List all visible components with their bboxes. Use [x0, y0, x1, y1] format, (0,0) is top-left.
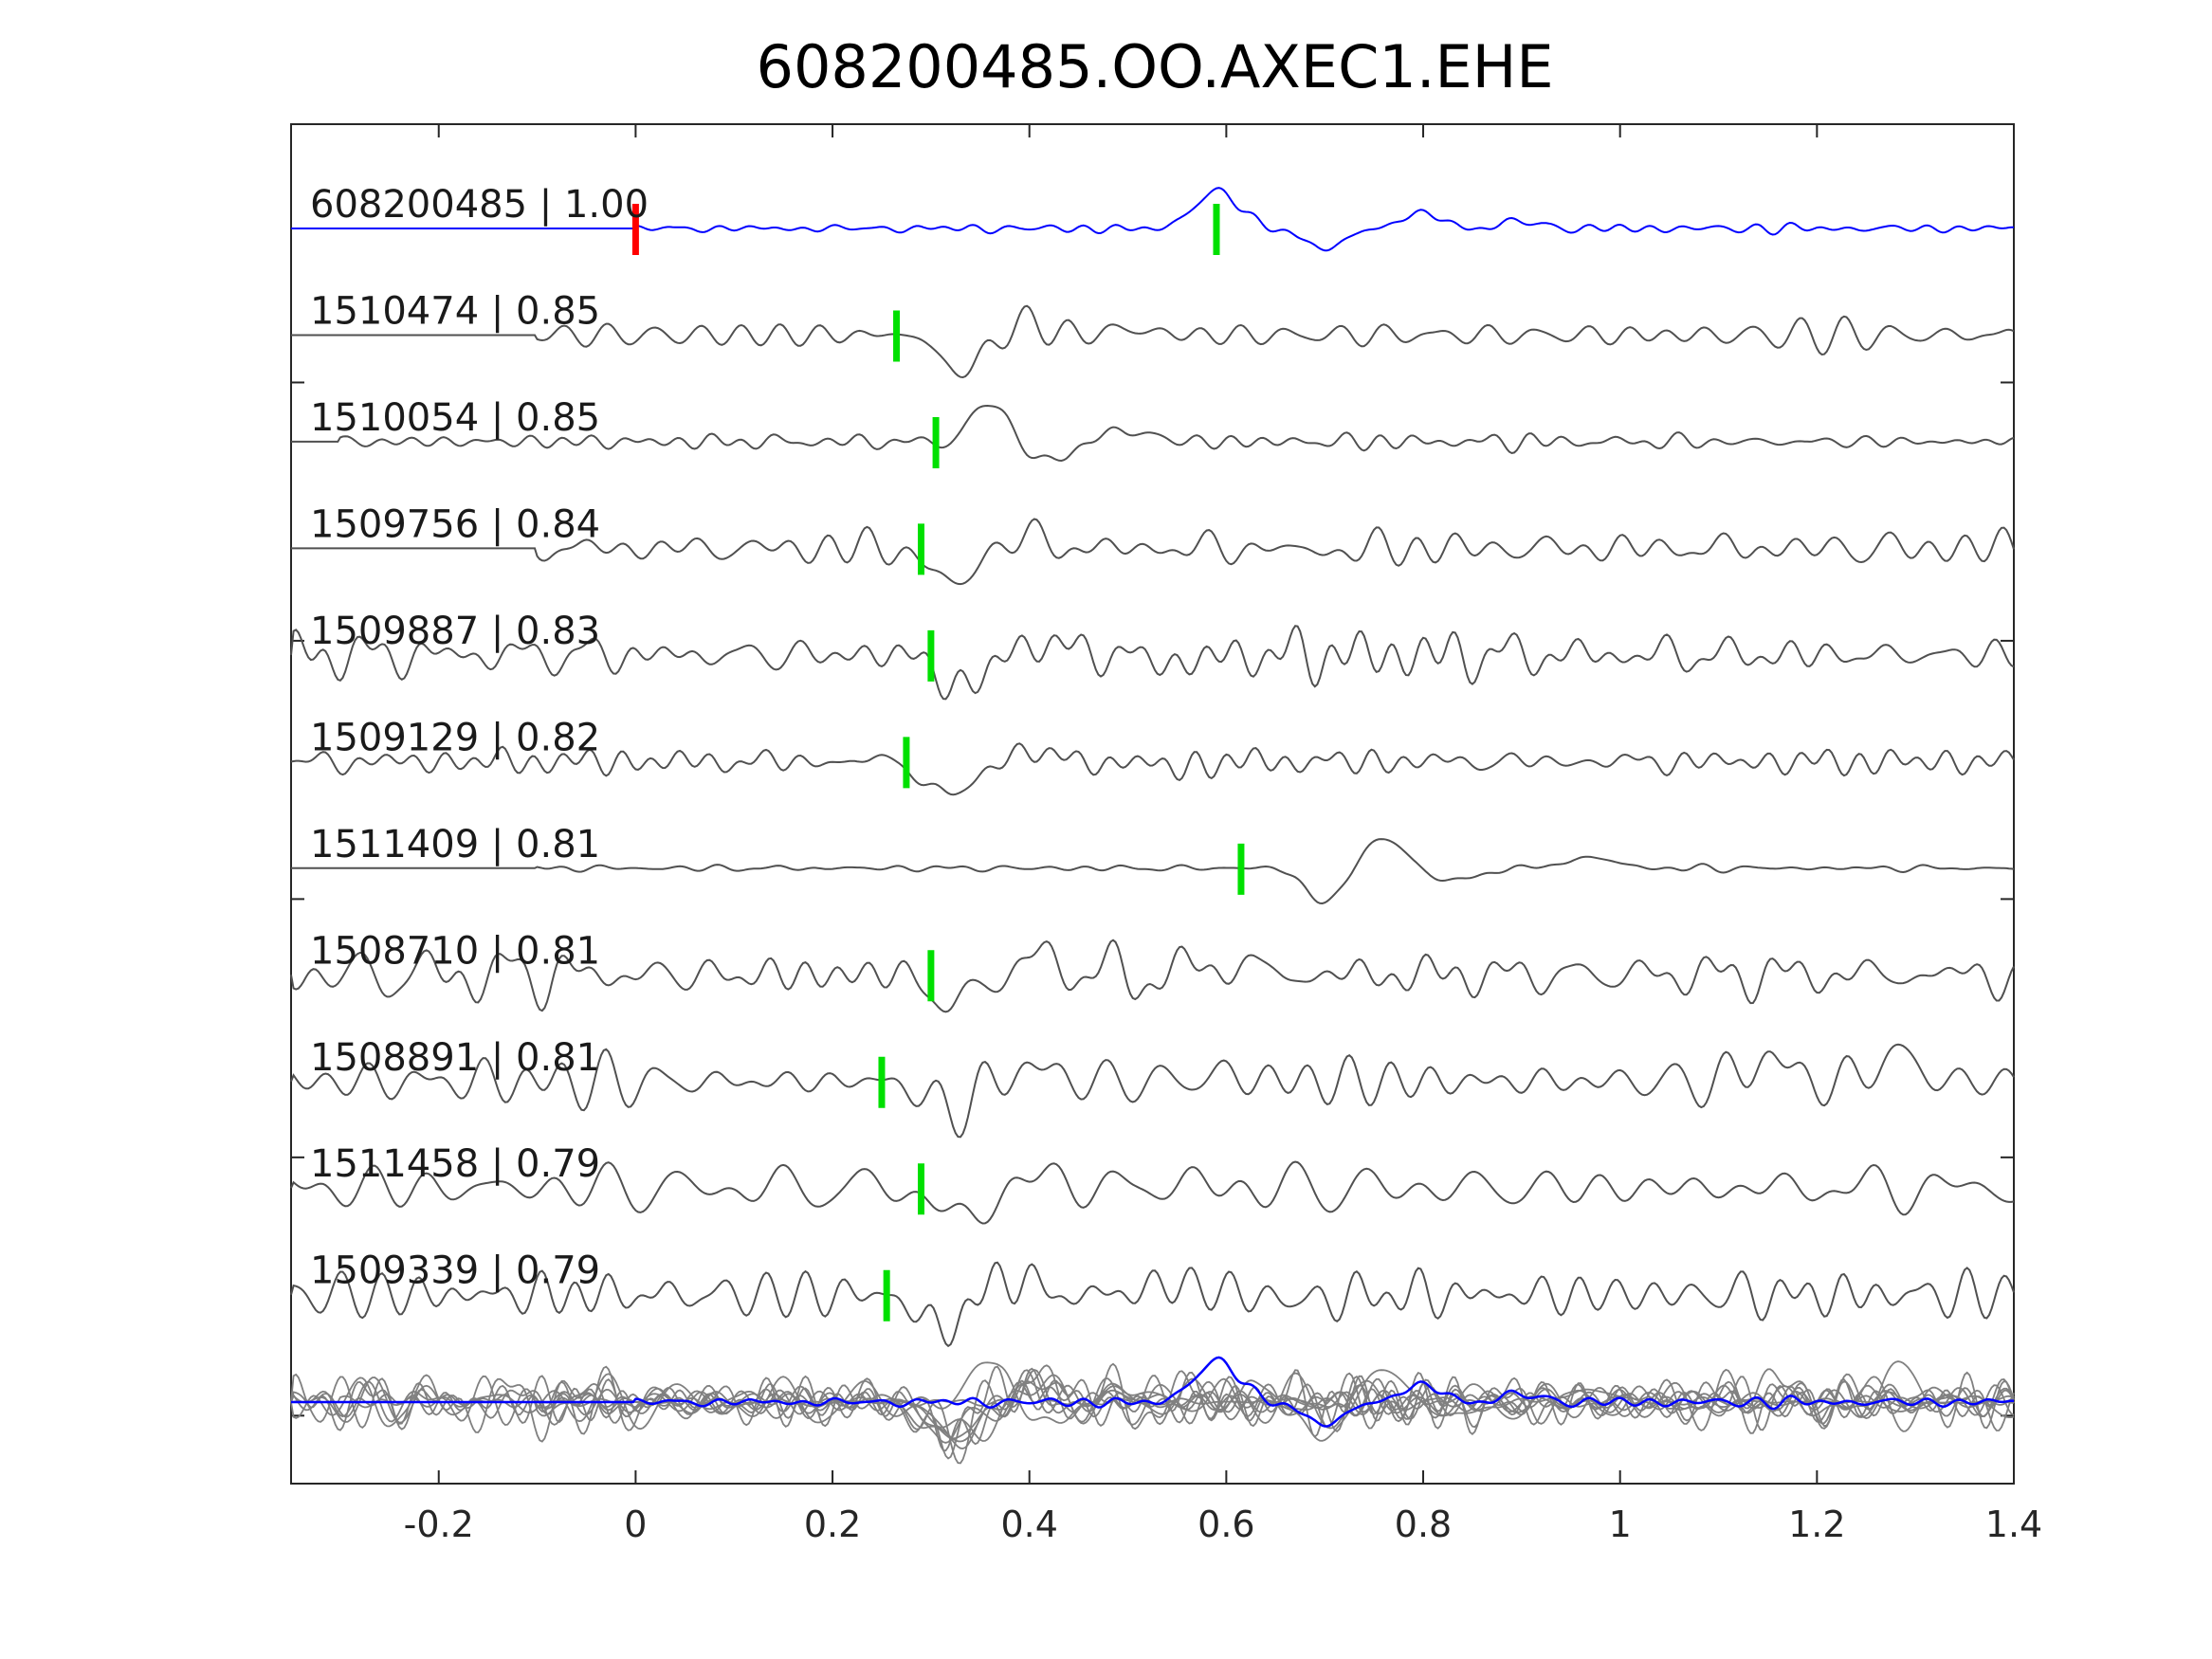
axes-box [290, 123, 2015, 1485]
overlay-trace-line [290, 1360, 2015, 1465]
trace-line [290, 939, 2015, 1013]
trace-label: 1509887 | 0.83 [310, 610, 600, 653]
x-tick-label: 0 [624, 1504, 647, 1545]
x-tick-label: 1.2 [1788, 1504, 1845, 1545]
overlay-template-line [291, 1356, 2015, 1428]
overlay-traces [290, 1356, 2015, 1465]
x-tick-label: 0.4 [1000, 1504, 1057, 1545]
trace-line [290, 742, 2015, 796]
x-tick-label: 0.2 [804, 1504, 861, 1545]
trace-line [290, 1261, 2015, 1348]
x-tick-label: 1 [1609, 1504, 1632, 1545]
trace-label: 1508710 | 0.81 [310, 929, 600, 973]
trace-line [291, 304, 2015, 379]
trace-label: 1510474 | 0.85 [310, 289, 600, 333]
overlay-trace-line [290, 1381, 2015, 1440]
trace-stack [290, 187, 2015, 1348]
x-tick-label: -0.2 [404, 1504, 474, 1545]
trace-label: 1511409 | 0.81 [310, 823, 600, 866]
trace-label: 1509129 | 0.82 [310, 716, 600, 759]
overlay-trace-line [290, 1362, 2015, 1444]
chart-title: 608200485.OO.AXEC1.EHE [757, 32, 1554, 101]
trace-line [290, 1043, 2015, 1139]
x-tick-label: 1.4 [1985, 1504, 2042, 1545]
trace-line [291, 518, 2015, 586]
x-tick-label: 0.8 [1395, 1504, 1452, 1545]
trace-line [291, 187, 2015, 252]
trace-labels: 608200485 | 1.00 1510474 | 0.85 1510054 | … [310, 183, 649, 1293]
trace-line [291, 404, 2015, 463]
trace-label: 1511458 | 0.79 [310, 1142, 600, 1186]
trace-label: 1509756 | 0.84 [310, 502, 600, 546]
trace-line [290, 625, 2015, 701]
trace-line [291, 838, 2015, 905]
trace-line [290, 1160, 2015, 1225]
trace-label: 1509339 | 0.79 [310, 1249, 600, 1293]
trace-label: 1508891 | 0.81 [310, 1036, 600, 1080]
x-tick-label: 0.6 [1197, 1504, 1254, 1545]
trace-label: 608200485 | 1.00 [310, 183, 649, 227]
trace-label: 1510054 | 0.85 [310, 396, 600, 440]
overlay-trace-line [290, 1365, 2015, 1460]
x-axis: -0.2 0 0.2 0.4 0.6 0.8 1 1.2 1.4 [404, 124, 2042, 1545]
